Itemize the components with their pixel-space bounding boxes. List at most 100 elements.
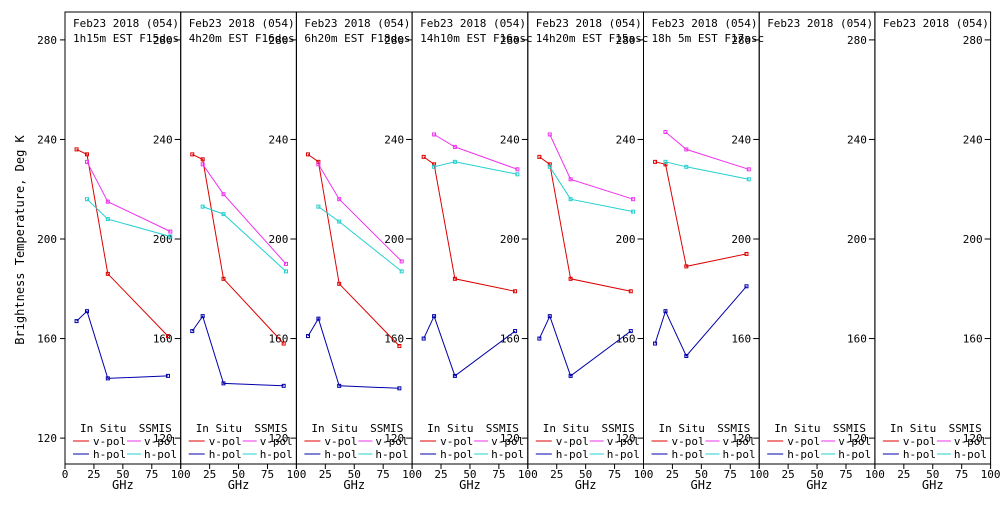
x-tick-label: 50 — [810, 468, 823, 481]
y-tick-label: 280 — [153, 34, 173, 47]
series-line — [317, 164, 403, 262]
x-tick-label: 100 — [402, 468, 422, 481]
data-point — [746, 167, 751, 172]
legend-ssmis-heading: SSMIS — [486, 422, 519, 435]
y-tick-label: 280 — [963, 34, 983, 47]
y-tick-label: 280 — [269, 34, 289, 47]
y-tick-label: 280 — [384, 34, 404, 47]
x-tick-label: 100 — [286, 468, 306, 481]
y-tick-label: 240 — [731, 133, 751, 146]
y-tick-label: 120 — [963, 432, 983, 445]
legend-ssmis-heading: SSMIS — [949, 422, 982, 435]
x-tick-label: 75 — [492, 468, 505, 481]
data-point — [84, 159, 89, 164]
data-point — [568, 177, 573, 182]
series-line — [665, 131, 749, 170]
legend-ssmis-h-label: h-pol — [723, 448, 756, 461]
series-line — [423, 156, 516, 292]
data-point — [452, 276, 457, 281]
legend-insitu-heading: In Situ — [659, 422, 705, 435]
legend-ssmis-heading: SSMIS — [833, 422, 866, 435]
data-point — [281, 341, 286, 346]
y-tick-label: 160 — [384, 333, 404, 346]
data-point — [452, 144, 457, 149]
data-point — [337, 281, 342, 286]
data-point — [421, 336, 426, 341]
panel-title: Feb23 2018 (054) — [304, 17, 410, 30]
data-point — [399, 259, 404, 264]
y-tick-label: 240 — [847, 133, 867, 146]
legend-insitu-h-label: h-pol — [787, 448, 820, 461]
data-point — [221, 212, 226, 217]
data-point — [337, 197, 342, 202]
data-point — [684, 264, 689, 269]
y-axis-label: Brightness Temperature, Deg K — [13, 134, 27, 344]
legend-insitu-heading: In Situ — [196, 422, 242, 435]
legend-insitu-h-label: h-pol — [93, 448, 126, 461]
x-axis-label: GHz — [691, 478, 713, 492]
data-point — [200, 157, 205, 162]
x-axis-label: GHz — [459, 478, 481, 492]
x-tick-label: 25 — [897, 468, 910, 481]
y-tick-label: 200 — [500, 233, 520, 246]
legend-insitu-h-label: h-pol — [324, 448, 357, 461]
series-line — [202, 206, 287, 272]
y-tick-label: 200 — [616, 233, 636, 246]
data-point — [513, 289, 518, 294]
y-tick-label: 120 — [847, 432, 867, 445]
x-tick-label: 25 — [203, 468, 216, 481]
x-tick-label: 25 — [319, 468, 332, 481]
panel-title: Feb23 2018 (054) — [73, 17, 179, 30]
data-point — [432, 132, 437, 137]
legend-insitu-h-label: h-pol — [903, 448, 936, 461]
data-point — [316, 162, 321, 167]
data-point — [744, 251, 749, 256]
legend-ssmis-heading: SSMIS — [602, 422, 635, 435]
panel-title: Feb23 2018 (054) — [420, 17, 526, 30]
data-point — [165, 373, 170, 378]
data-point — [515, 167, 520, 172]
panel-title: Feb23 2018 (054) — [189, 17, 295, 30]
series-line — [86, 161, 171, 232]
panel-subtitle: 1h15m EST F15des — [73, 32, 179, 45]
panel-title: Feb23 2018 (054) — [883, 17, 989, 30]
y-tick-label: 200 — [384, 233, 404, 246]
legend-insitu-heading: In Situ — [890, 422, 936, 435]
x-tick-label: 50 — [232, 468, 245, 481]
data-point — [165, 334, 170, 339]
legend-ssmis-heading: SSMIS — [139, 422, 172, 435]
data-point — [547, 162, 552, 167]
series-line — [76, 148, 169, 337]
data-point — [316, 316, 321, 321]
data-point — [631, 197, 636, 202]
legend-ssmis-heading: SSMIS — [370, 422, 403, 435]
data-point — [515, 172, 520, 177]
legend-ssmis-v-label: v-pol — [491, 435, 524, 448]
y-tick-label: 120 — [153, 432, 173, 445]
legend-ssmis-h-label: h-pol — [954, 448, 987, 461]
x-tick-label: 75 — [145, 468, 158, 481]
data-point — [283, 269, 288, 274]
data-point — [200, 204, 205, 209]
x-tick-label: 50 — [348, 468, 361, 481]
legend-insitu-v-label: v-pol — [903, 435, 936, 448]
series-line — [549, 166, 634, 213]
legend-ssmis-h-label: h-pol — [375, 448, 408, 461]
y-tick-label: 160 — [500, 333, 520, 346]
x-axis-label: GHz — [922, 478, 944, 492]
x-tick-label: 75 — [839, 468, 852, 481]
data-point — [432, 164, 437, 169]
data-point — [397, 344, 402, 349]
y-tick-label-left: 280 — [37, 34, 57, 47]
x-tick-label: 50 — [463, 468, 476, 481]
legend-insitu-h-label: h-pol — [556, 448, 589, 461]
data-point — [744, 284, 749, 289]
data-point — [663, 159, 668, 164]
panel-title: Feb23 2018 (054) — [767, 17, 873, 30]
y-tick-label: 200 — [847, 233, 867, 246]
y-tick-label: 160 — [731, 333, 751, 346]
x-tick-label: 25 — [666, 468, 679, 481]
series-line — [192, 153, 285, 344]
data-point — [84, 197, 89, 202]
